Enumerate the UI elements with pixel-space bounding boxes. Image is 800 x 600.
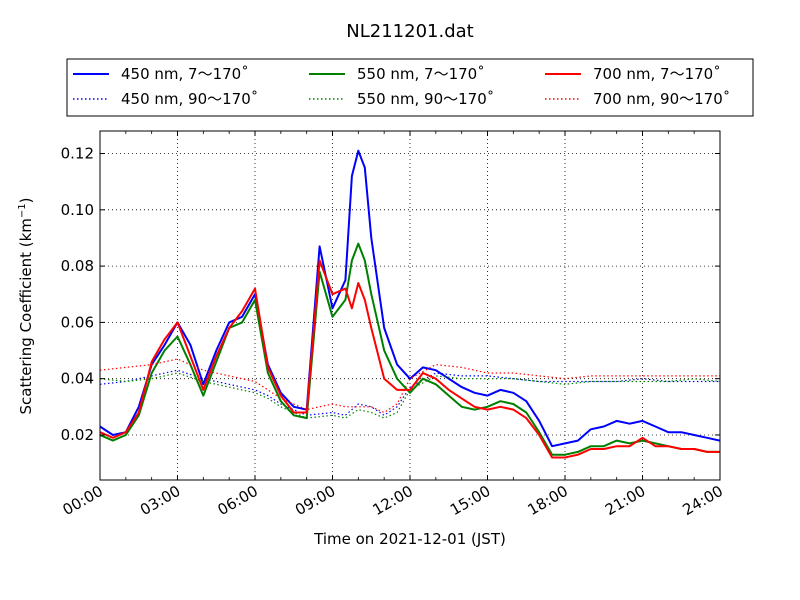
series-layer (100, 149, 720, 459)
series-line-5 (100, 358, 720, 414)
y-axis-label-close: ) (17, 197, 35, 203)
x-tick-label: 00:00 (60, 482, 106, 519)
x-tick-label: 15:00 (447, 482, 493, 519)
y-tick-label: 0.06 (61, 313, 94, 331)
y-tick-label: 0.08 (61, 257, 94, 275)
y-tick-label: 0.02 (61, 426, 94, 444)
legend-label: 550 nm, 90～170˚ (357, 90, 494, 108)
legend: 450 nm, 7～170˚ 550 nm, 7～170˚ 700 nm, 7～17… (66, 58, 754, 117)
x-tick-label: 09:00 (292, 482, 338, 519)
chart-title: NL211201.dat (346, 21, 473, 42)
x-axis-label: Time on 2021-12-01 (JST) (313, 530, 506, 548)
legend-label: 700 nm, 90～170˚ (593, 90, 730, 108)
plot-area: 00:00 03:00 06:00 09:00 12:00 15:00 18:00 21:00… (60, 130, 726, 519)
x-tick-label: 12:00 (370, 482, 416, 519)
x-tick-label: 21:00 (602, 482, 648, 519)
x-tick-label: 24:00 (680, 482, 726, 519)
y-tick-label: 0.12 (61, 145, 94, 163)
legend-label: 450 nm, 90～170˚ (121, 90, 258, 108)
y-tick-label: 0.04 (61, 370, 94, 388)
legend-label: 700 nm, 7～170˚ (593, 65, 721, 83)
series-line-4 (100, 259, 720, 459)
x-tick-label: 18:00 (525, 482, 571, 519)
legend-label: 450 nm, 7～170˚ (121, 65, 249, 83)
grid (99, 131, 721, 480)
x-tick-label: 03:00 (137, 482, 183, 519)
legend-frame (66, 58, 754, 117)
x-tick-label: 06:00 (215, 482, 261, 519)
y-axis-label-exponent: −1 (17, 203, 28, 218)
legend-label: 550 nm, 7～170˚ (357, 65, 485, 83)
series-line-2 (100, 242, 720, 456)
series-line-0 (100, 149, 720, 448)
y-tick-label: 0.10 (61, 201, 94, 219)
y-axis-label: Scattering Coefficient (km−1) (17, 197, 35, 414)
y-axis-label-main: Scattering Coefficient (km (17, 218, 35, 414)
